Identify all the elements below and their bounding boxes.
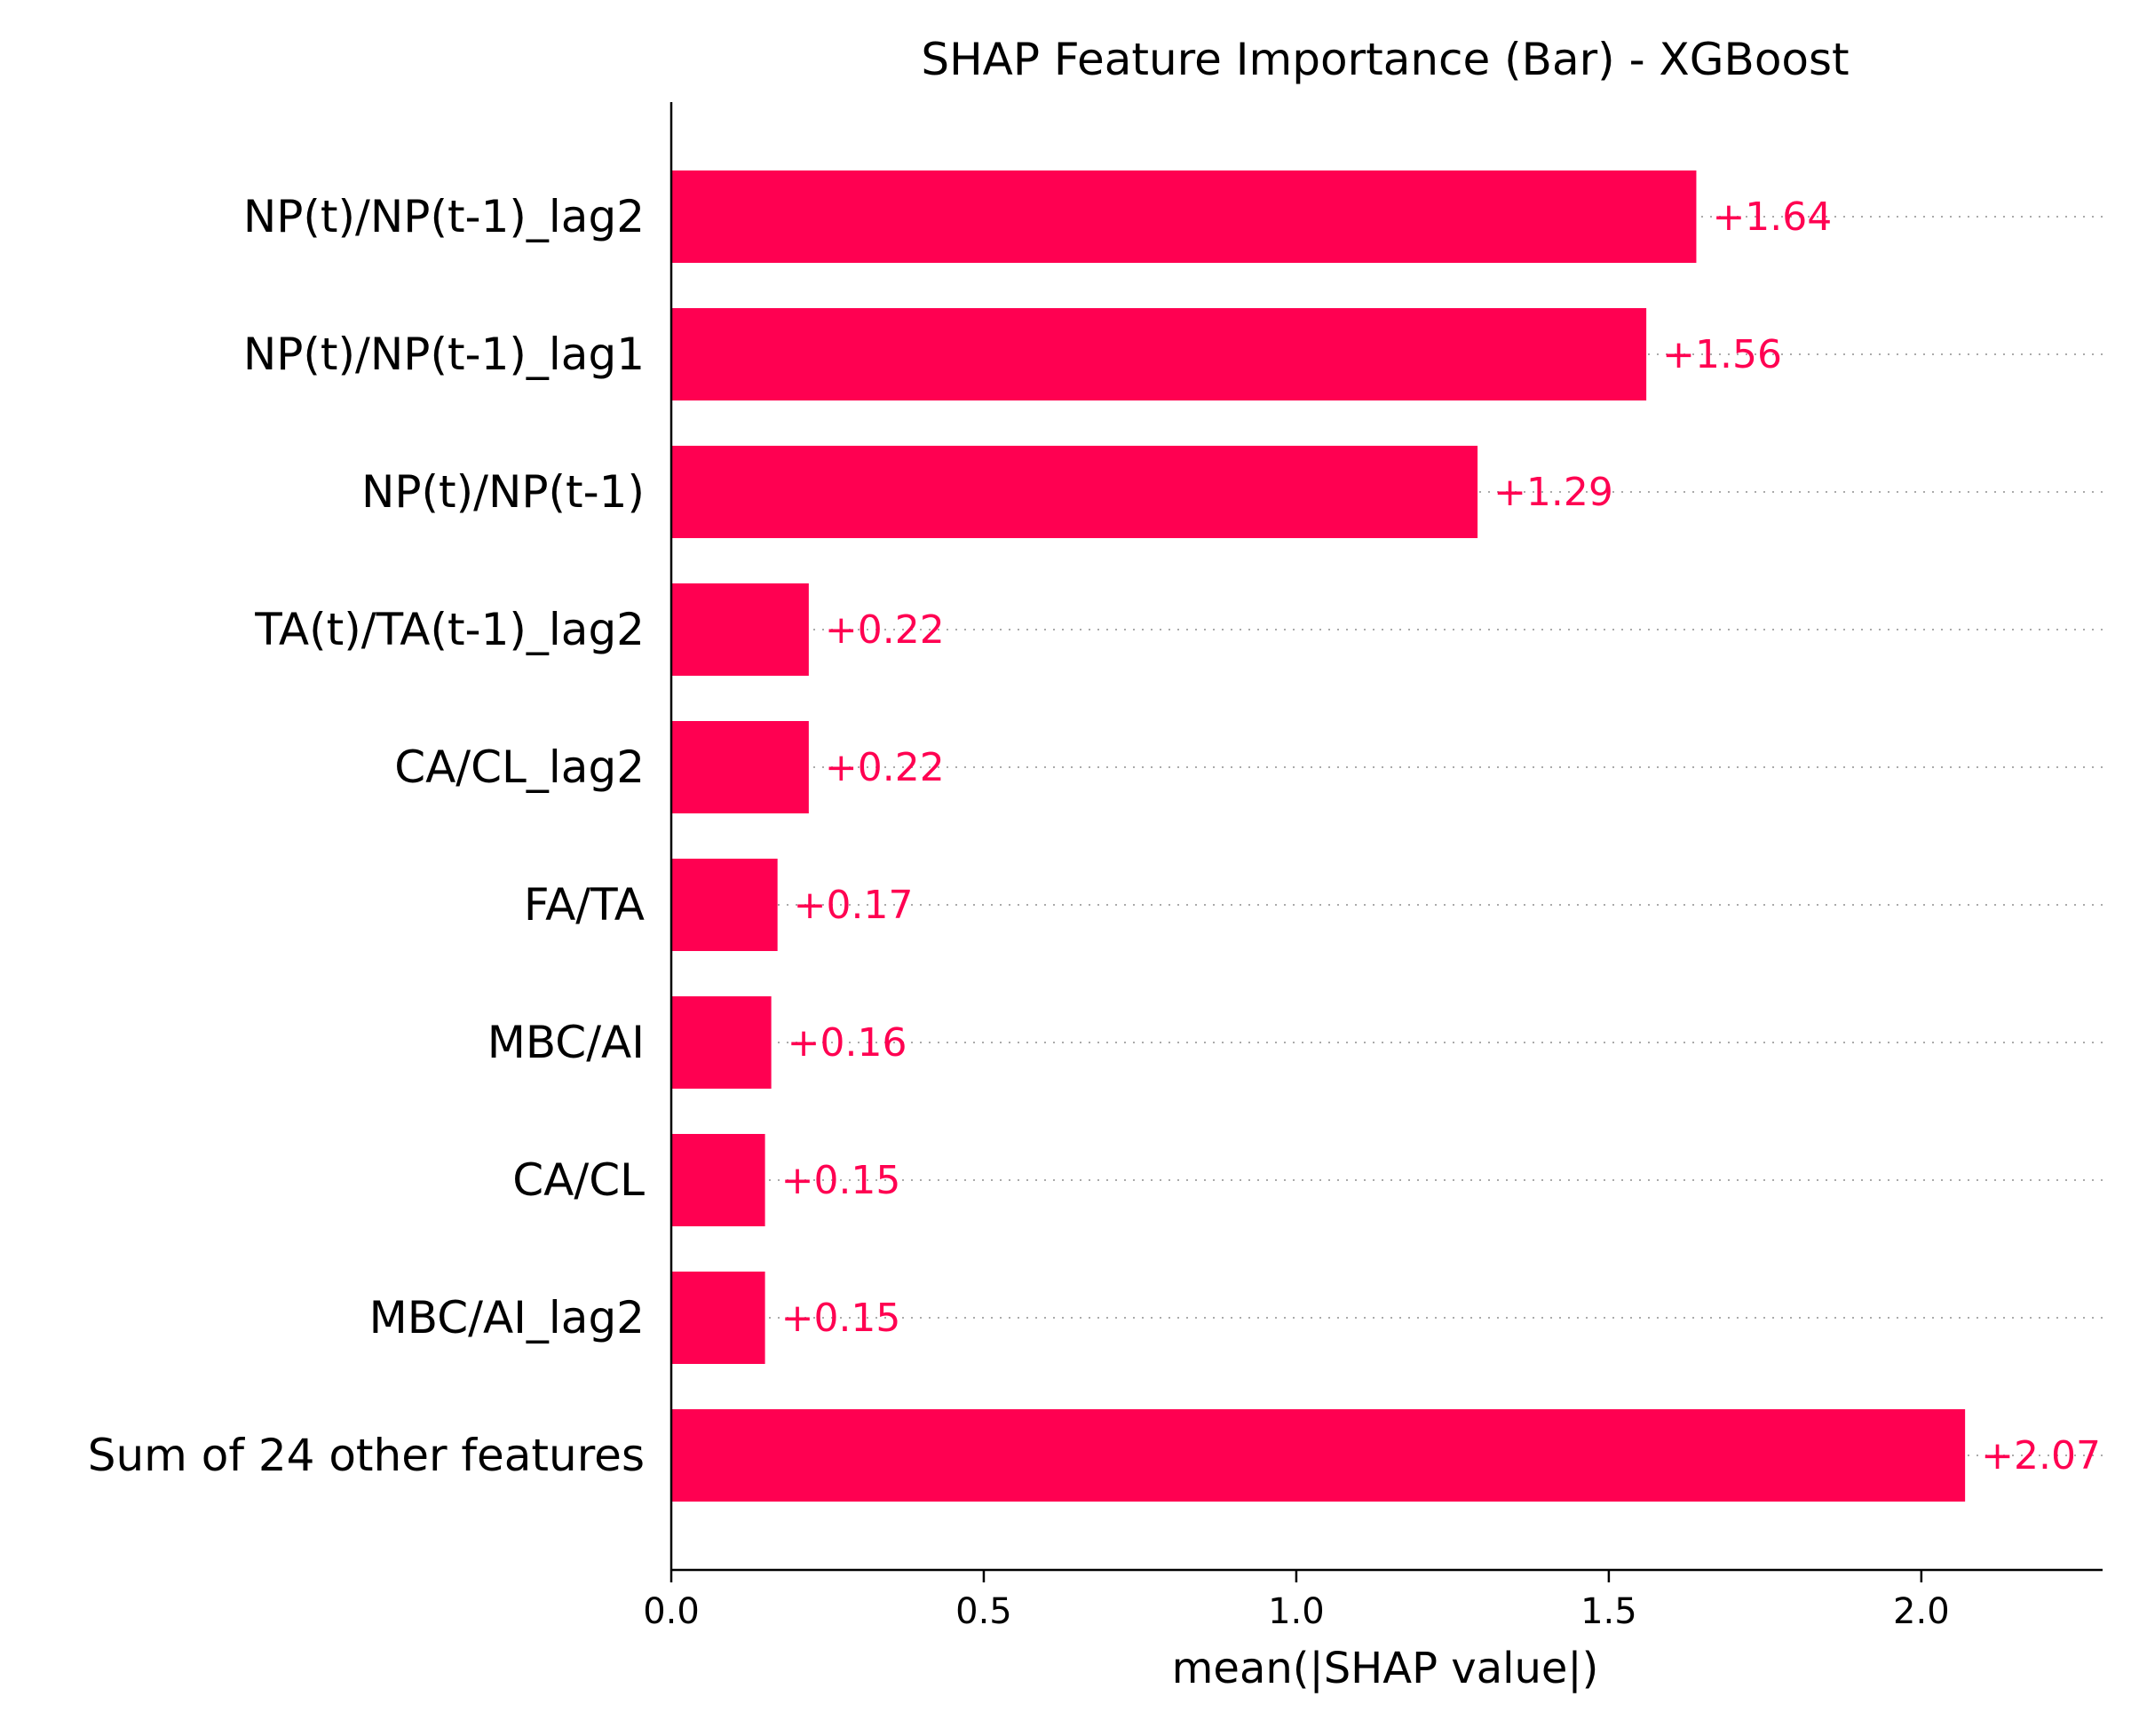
x-tick-label: 1.5 [1580, 1591, 1637, 1632]
bar [671, 308, 1647, 400]
chart-title: SHAP Feature Importance (Bar) - XGBoost [921, 34, 1849, 85]
bar-value-label: +1.29 [1493, 470, 1613, 515]
y-tick-label: NP(t)/NP(t-1) [361, 466, 645, 518]
value-labels-group: +1.64 +1.56 +1.29 +0.22 +0.22 +0.17 +0.16 +0.15… [781, 194, 2101, 1478]
bar-value-label: +2.07 [1981, 1433, 2101, 1478]
bar-value-label: +1.64 [1712, 194, 1832, 240]
bar [671, 859, 778, 951]
y-tick-label: NP(t)/NP(t-1)_lag1 [243, 329, 645, 380]
bar [671, 721, 809, 813]
bar-value-label: +0.22 [825, 607, 945, 653]
x-ticks-group: 0.0 0.5 1.0 1.5 2.0 [643, 1570, 1950, 1632]
bars-group [671, 170, 1966, 1502]
y-tick-label: CA/CL_lag2 [394, 741, 645, 793]
bar-value-label: +0.22 [825, 745, 945, 790]
bar-value-label: +0.17 [794, 883, 914, 928]
bar-value-label: +0.15 [781, 1158, 901, 1203]
bar [671, 1272, 765, 1364]
y-tick-label: MBC/AI_lag2 [369, 1292, 645, 1344]
y-tick-labels-group: NP(t)/NP(t-1)_lag2 NP(t)/NP(t-1)_lag1 NP(t… [88, 191, 645, 1481]
x-axis-label: mean(|SHAP value|) [1172, 1644, 1599, 1693]
y-tick-label: TA(t)/TA(t-1)_lag2 [254, 604, 645, 655]
y-tick-label: Sum of 24 other features [88, 1430, 645, 1481]
bar [671, 170, 1697, 263]
y-tick-label: MBC/AI [487, 1017, 645, 1068]
bar-value-label: +0.16 [788, 1020, 907, 1066]
bar [671, 1409, 1966, 1502]
y-tick-label: NP(t)/NP(t-1)_lag2 [243, 191, 645, 242]
y-tick-label: CA/CL [512, 1154, 645, 1206]
x-tick-label: 2.0 [1893, 1591, 1950, 1632]
bar [671, 446, 1478, 538]
y-tick-label: FA/TA [524, 879, 645, 931]
bar-value-label: +1.56 [1662, 332, 1782, 377]
bar [671, 583, 809, 676]
x-tick-label: 0.5 [955, 1591, 1012, 1632]
bar [671, 996, 772, 1089]
x-tick-label: 0.0 [643, 1591, 700, 1632]
guide-lines [671, 216, 2103, 1456]
bar-value-label: +0.15 [781, 1296, 901, 1341]
x-tick-label: 1.0 [1268, 1591, 1325, 1632]
bar [671, 1134, 765, 1226]
